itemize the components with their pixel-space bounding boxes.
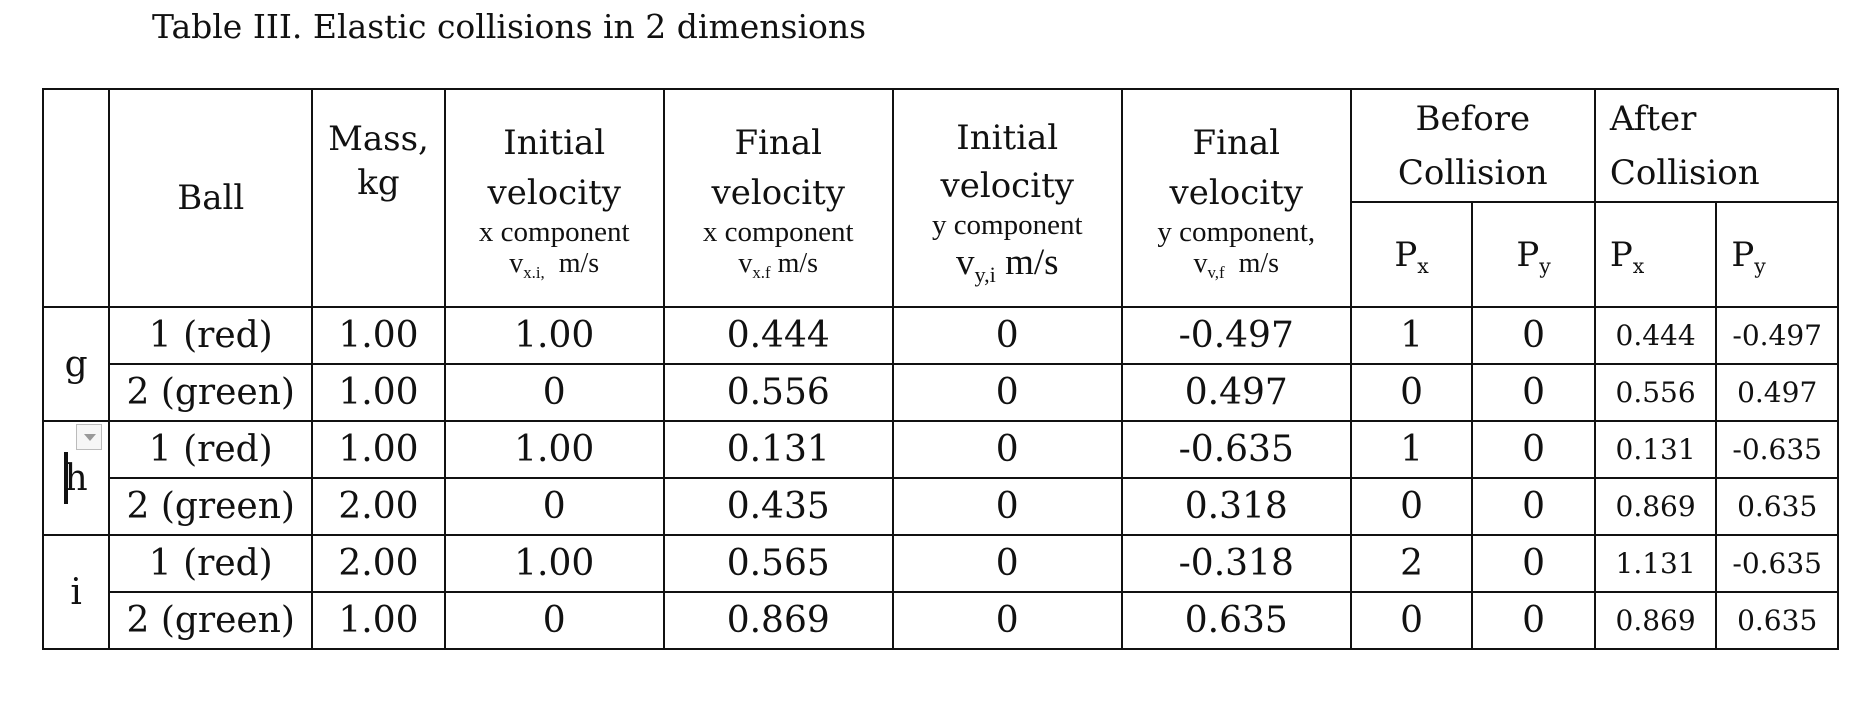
after-px-header: Px [1593, 201, 1718, 308]
table-row: 2 (green) 1.00 0 0.869 0 0.635 0 0 0.869… [43, 591, 1839, 650]
before-px-cell: 2 [1349, 534, 1474, 593]
final-velocity-x-header: Final velocity x component vx.f m/s [662, 88, 894, 308]
vyf-cell: -0.497 [1120, 306, 1352, 365]
after-py-header: Py [1715, 201, 1839, 308]
before-py-header: Py [1471, 201, 1596, 308]
table-caption: Table III. Elastic collisions in 2 dimen… [152, 7, 867, 46]
ball-cell: 2 (green) [108, 363, 314, 422]
vxi-cell: 0 [443, 591, 665, 650]
after-px-cell: 0.556 [1593, 363, 1718, 422]
table-row: 2 (green) 2.00 0 0.435 0 0.318 0 0 0.869… [43, 477, 1839, 536]
mass-cell: 1.00 [311, 420, 446, 479]
before-py-cell: 0 [1471, 534, 1596, 593]
ball-cell: 1 (red) [108, 420, 314, 479]
initial-velocity-y-header: Initial velocity y component vy,i m/s [891, 88, 1123, 308]
vyf-cell: -0.635 [1120, 420, 1352, 479]
after-px-cell: 0.869 [1593, 477, 1718, 536]
vyf-cell: 0.497 [1120, 363, 1352, 422]
before-px-cell: 1 [1349, 306, 1474, 365]
before-py-cell: 0 [1471, 420, 1596, 479]
chevron-down-icon[interactable] [76, 424, 102, 450]
vxi-cell: 0 [443, 477, 665, 536]
before-px-header: Px [1349, 201, 1474, 308]
mass-cell: 1.00 [311, 306, 446, 365]
after-px-cell: 1.131 [1593, 534, 1718, 593]
after-py-cell: 0.497 [1715, 363, 1839, 422]
mass-cell: 2.00 [311, 534, 446, 593]
vxf-cell: 0.869 [662, 591, 894, 650]
ball-cell: 2 (green) [108, 591, 314, 650]
initial-velocity-x-header: Initial velocity x component vx.i, m/s [443, 88, 665, 308]
vyi-cell: 0 [891, 420, 1123, 479]
group-label-text: h [64, 457, 88, 499]
vyf-cell: -0.318 [1120, 534, 1352, 593]
ball-cell: 2 (green) [108, 477, 314, 536]
after-collision-header: After Collision [1593, 88, 1840, 203]
group-label-g: g [41, 306, 111, 422]
vxi-cell: 1.00 [443, 306, 665, 365]
vyi-cell: 0 [891, 306, 1123, 365]
vyi-cell: 0 [891, 534, 1123, 593]
before-px-cell: 0 [1349, 591, 1474, 650]
table-row: 2 (green) 1.00 0 0.556 0 0.497 0 0 0.556… [43, 363, 1839, 422]
mass-cell: 2.00 [311, 477, 446, 536]
vyf-cell: 0.635 [1120, 591, 1352, 650]
after-py-cell: -0.635 [1715, 534, 1839, 593]
ball-cell: 1 (red) [108, 306, 314, 365]
after-py-cell: 0.635 [1715, 477, 1839, 536]
vxf-cell: 0.435 [662, 477, 894, 536]
after-px-cell: 0.131 [1593, 420, 1718, 479]
before-py-cell: 0 [1471, 306, 1596, 365]
before-collision-header: Before Collision [1349, 88, 1596, 203]
vxf-cell: 0.565 [662, 534, 894, 593]
vxi-cell: 1.00 [443, 534, 665, 593]
vyf-cell: 0.318 [1120, 477, 1352, 536]
vxi-cell: 0 [443, 363, 665, 422]
vxf-cell: 0.556 [662, 363, 894, 422]
vyi-cell: 0 [891, 477, 1123, 536]
after-px-cell: 0.444 [1593, 306, 1718, 365]
text-cursor [64, 452, 68, 504]
after-px-cell: 0.869 [1593, 591, 1718, 650]
after-py-cell: -0.635 [1715, 420, 1839, 479]
group-header-cell [41, 88, 111, 308]
group-label-i: i [41, 534, 111, 650]
before-py-cell: 0 [1471, 363, 1596, 422]
before-px-cell: 0 [1349, 363, 1474, 422]
vxf-cell: 0.444 [662, 306, 894, 365]
mass-header: Mass, kg [311, 88, 446, 308]
collisions-table: Ball Mass, kg Initial velocity x compone… [41, 88, 1840, 650]
vyi-cell: 0 [891, 591, 1123, 650]
ball-header: Ball [108, 88, 314, 308]
table-row: i 1 (red) 2.00 1.00 0.565 0 -0.318 2 0 1… [41, 534, 1839, 650]
ball-cell: 1 (red) [108, 534, 314, 593]
before-px-cell: 1 [1349, 420, 1474, 479]
before-py-cell: 0 [1471, 477, 1596, 536]
group-label-h[interactable]: h [41, 420, 111, 536]
final-velocity-y-header: Final velocity y component, vv,f m/s [1120, 88, 1352, 308]
before-px-cell: 0 [1349, 477, 1474, 536]
vxf-cell: 0.131 [662, 420, 894, 479]
table-row: g 1 (red) 1.00 1.00 0.444 0 -0.497 1 0 0… [41, 306, 1839, 422]
before-py-cell: 0 [1471, 591, 1596, 650]
vyi-cell: 0 [891, 363, 1123, 422]
mass-cell: 1.00 [311, 591, 446, 650]
after-py-cell: 0.635 [1715, 591, 1839, 650]
mass-cell: 1.00 [311, 363, 446, 422]
table-row: h 1 (red) 1.00 1.00 0.131 0 -0.635 1 0 0… [41, 420, 1839, 536]
vxi-cell: 1.00 [443, 420, 665, 479]
after-py-cell: -0.497 [1715, 306, 1839, 365]
